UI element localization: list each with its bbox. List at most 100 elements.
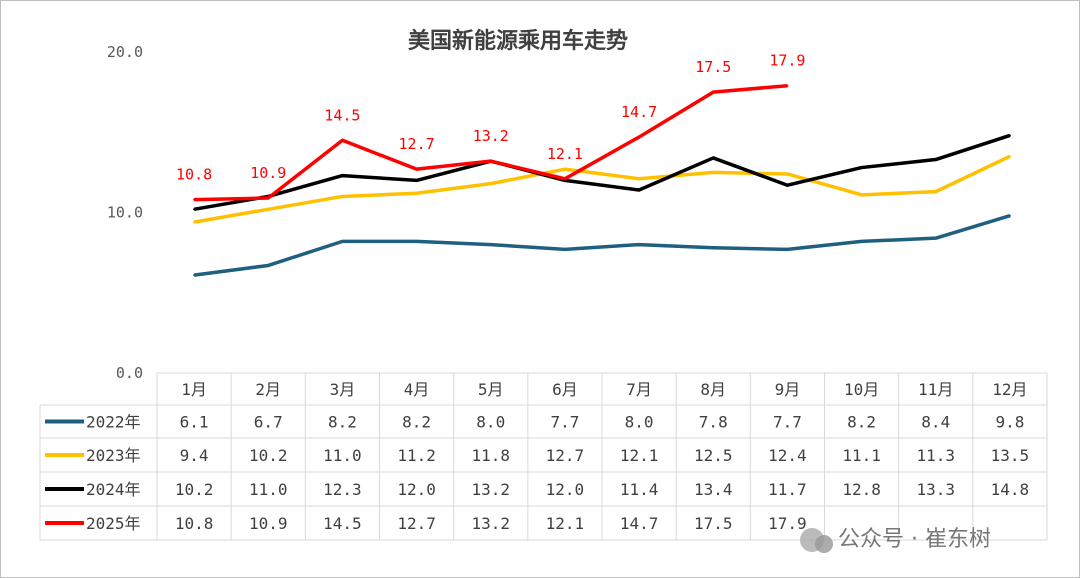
table-cell: 12.1 [546, 514, 585, 533]
x-tick-label: 8月 [700, 380, 726, 399]
data-point [638, 177, 641, 180]
x-tick-label: 1月 [181, 380, 207, 399]
data-point [712, 246, 715, 249]
table-cell: 12.0 [546, 480, 585, 499]
table-cell: 8.2 [847, 413, 876, 432]
table-cell: 11.3 [916, 446, 955, 465]
legend-label: 2022年 [86, 413, 141, 432]
data-label: 10.8 [176, 166, 212, 184]
data-point [860, 166, 863, 169]
data-point [934, 158, 937, 161]
table-cell: 11.2 [397, 446, 436, 465]
table-cell: 7.8 [699, 413, 728, 432]
data-point [193, 198, 196, 201]
data-point [712, 171, 715, 174]
table-cell: 12.7 [397, 514, 436, 533]
table-cell: 7.7 [550, 413, 579, 432]
data-point [786, 184, 789, 187]
table-cell: 10.8 [175, 514, 214, 533]
table-cell: 11.1 [842, 446, 881, 465]
table-cell: 6.1 [180, 413, 209, 432]
data-point [786, 172, 789, 175]
data-point [934, 190, 937, 193]
series-line-2024年 [193, 133, 1011, 212]
data-point [193, 208, 196, 211]
x-tick-label: 10月 [844, 380, 879, 399]
x-tick-label: 6月 [552, 380, 578, 399]
data-label: 10.9 [250, 164, 286, 182]
table-cell: 14.5 [323, 514, 362, 533]
y-tick-label: 10.0 [107, 204, 143, 222]
legend-label: 2025年 [86, 514, 141, 533]
x-tick-label: 11月 [918, 380, 953, 399]
data-point [712, 156, 715, 159]
watermark-text: 公众号 · 崔东树 [838, 527, 991, 552]
table-cell: 9.8 [995, 413, 1024, 432]
table-cell: 12.3 [323, 480, 362, 499]
data-point [860, 193, 863, 196]
series-line-2022年 [193, 214, 1011, 277]
data-point [563, 177, 566, 180]
data-point [638, 136, 641, 139]
data-point [563, 168, 566, 171]
data-point [563, 248, 566, 251]
table-cell: 8.0 [625, 413, 654, 432]
data-label: 14.7 [621, 103, 657, 121]
data-point [341, 240, 344, 243]
table-cell: 17.9 [768, 514, 807, 533]
table-cell: 13.3 [916, 480, 955, 499]
data-point [267, 208, 270, 211]
table-cell: 14.7 [620, 514, 659, 533]
data-point [341, 139, 344, 142]
data-point [341, 195, 344, 198]
y-tick-label: 0.0 [116, 364, 143, 382]
data-label: 17.5 [695, 58, 731, 76]
table-cell: 8.4 [921, 413, 950, 432]
table-cell: 10.2 [249, 446, 288, 465]
chart-title: 美国新能源乘用车走势 [408, 28, 628, 54]
watermark: 公众号 · 崔东树 [800, 527, 991, 553]
data-point [267, 264, 270, 267]
table-cell: 6.7 [254, 413, 283, 432]
x-tick-label: 7月 [626, 380, 652, 399]
table-cell: 7.7 [773, 413, 802, 432]
data-point [415, 240, 418, 243]
data-point [934, 237, 937, 240]
data-point [415, 168, 418, 171]
y-tick-label: 20.0 [107, 43, 143, 61]
table-cell: 11.0 [323, 446, 362, 465]
table-cell: 8.2 [402, 413, 431, 432]
data-label: 13.2 [473, 127, 509, 145]
data-point [1008, 134, 1011, 137]
table-cell: 12.5 [694, 446, 733, 465]
data-point [1008, 155, 1011, 158]
table-cell: 12.8 [842, 480, 881, 499]
table-cell: 12.7 [546, 446, 585, 465]
data-point [712, 91, 715, 94]
data-point [489, 243, 492, 246]
table-cell: 10.9 [249, 514, 288, 533]
data-point [193, 274, 196, 277]
data-point [415, 192, 418, 195]
data-point [267, 197, 270, 200]
data-point [193, 221, 196, 224]
data-point [341, 174, 344, 177]
x-tick-label: 12月 [992, 380, 1027, 399]
x-tick-label: 5月 [478, 380, 504, 399]
table-cell: 11.7 [768, 480, 807, 499]
data-point [415, 179, 418, 182]
data-point [786, 248, 789, 251]
table-cell: 12.1 [620, 446, 659, 465]
x-tick-label: 3月 [330, 380, 356, 399]
table-cell: 10.2 [175, 480, 214, 499]
x-tick-label: 4月 [404, 380, 430, 399]
data-point [638, 243, 641, 246]
table-cell: 8.2 [328, 413, 357, 432]
table-cell: 8.0 [476, 413, 505, 432]
table-cell: 9.4 [180, 446, 209, 465]
data-point [638, 189, 641, 192]
table-cell: 12.4 [768, 446, 807, 465]
data-point [1008, 214, 1011, 217]
table-cell: 14.8 [991, 480, 1030, 499]
